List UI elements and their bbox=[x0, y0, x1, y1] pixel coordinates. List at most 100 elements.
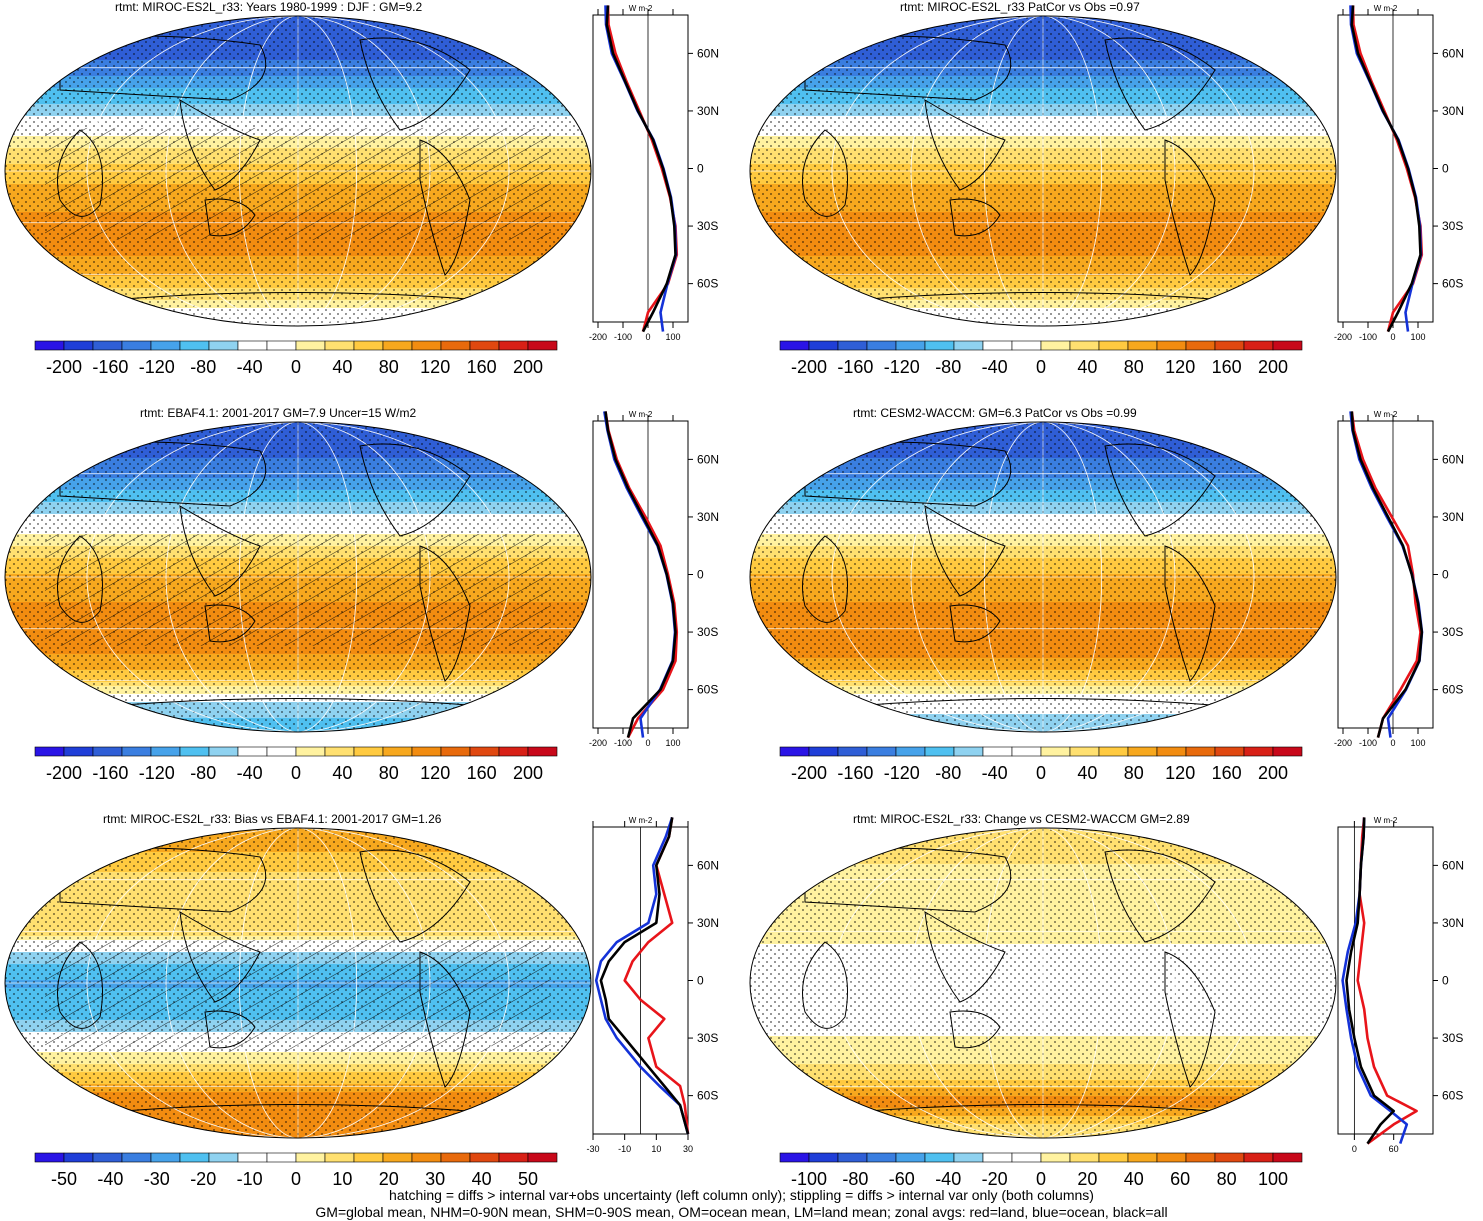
coastline bbox=[179, 505, 261, 597]
colorbar-tick-label: 120 bbox=[1165, 763, 1195, 783]
colorbar-swatch bbox=[1243, 746, 1274, 757]
coastline bbox=[359, 37, 471, 131]
colorbar-swatch bbox=[208, 746, 239, 757]
colorbar-swatch bbox=[150, 340, 181, 351]
colorbar-swatch bbox=[1011, 746, 1042, 757]
profile-x-label: 0 bbox=[645, 738, 650, 748]
colorbar-swatch bbox=[469, 746, 500, 757]
colorbar-swatch bbox=[1127, 746, 1158, 757]
colorbar-tick-label: 200 bbox=[1258, 357, 1288, 377]
colorbar-swatch bbox=[1098, 340, 1129, 351]
land-zonal-line bbox=[1356, 817, 1418, 1145]
colorbar: -100 -80 -60 -40 -20 0 20 40 60 80 100 bbox=[779, 1152, 1303, 1189]
coastline bbox=[109, 698, 481, 707]
colorbar-tick-label: 80 bbox=[379, 763, 399, 783]
profile-lat-label: 0 bbox=[1442, 568, 1449, 582]
colorbar-swatch bbox=[1272, 1152, 1303, 1163]
coastline bbox=[359, 443, 471, 537]
colorbar-swatch bbox=[1272, 746, 1303, 757]
colorbar-tick-label: -160 bbox=[92, 357, 128, 377]
colorbar-swatch bbox=[266, 340, 297, 351]
profile-frame bbox=[592, 420, 689, 729]
panel-title: rtmt: CESM2-WACCM: GM=6.3 PatCor vs Obs … bbox=[853, 406, 1137, 420]
colorbar-tick-label: 80 bbox=[1217, 1169, 1237, 1189]
colorbar-tick-label: 80 bbox=[379, 357, 399, 377]
colorbar-tick-label: -160 bbox=[837, 763, 873, 783]
colorbar-swatch bbox=[953, 340, 984, 351]
colorbar-swatch bbox=[411, 746, 442, 757]
colorbar-swatch bbox=[179, 340, 210, 351]
coastline bbox=[419, 951, 471, 1088]
colorbar-swatch bbox=[779, 1152, 810, 1163]
colorbar-tick-label: 50 bbox=[518, 1169, 538, 1189]
graticule-lon bbox=[86, 16, 510, 326]
zonal-profile: 60N 30N 0 30S 60S -200 -100 0 100 W m-2 bbox=[1334, 410, 1464, 748]
coastline bbox=[359, 849, 471, 943]
coastline bbox=[1164, 545, 1216, 682]
colorbar-swatch bbox=[1185, 1152, 1216, 1163]
graticule-lon bbox=[910, 422, 1176, 732]
colorbar-tick-label: 200 bbox=[513, 763, 543, 783]
coastline bbox=[1104, 37, 1216, 131]
colorbar-swatch bbox=[982, 340, 1013, 351]
colorbar-swatch bbox=[953, 746, 984, 757]
coastline bbox=[1104, 443, 1216, 537]
colorbar-swatch bbox=[121, 340, 152, 351]
ocean-zonal-line bbox=[594, 816, 690, 1135]
profile-lat-label: 60N bbox=[697, 858, 719, 872]
coastline bbox=[109, 292, 481, 301]
colorbar-tick-label: -40 bbox=[237, 763, 263, 783]
colorbar-swatch bbox=[208, 1152, 239, 1163]
footnote-line-2: GM=global mean, NHM=0-90N mean, SHM=0-90… bbox=[315, 1204, 1168, 1220]
colorbar-swatch bbox=[924, 1152, 955, 1163]
colorbar-tick-label: -200 bbox=[46, 763, 82, 783]
profile-lat-label: 0 bbox=[1442, 162, 1449, 176]
coastline bbox=[924, 505, 1006, 597]
land-zonal-line bbox=[623, 817, 690, 1135]
colorbar-swatch bbox=[34, 746, 65, 757]
colorbar-swatch bbox=[1156, 340, 1187, 351]
colorbar-tick-label: 40 bbox=[1124, 1169, 1144, 1189]
colorbar-swatch bbox=[440, 746, 471, 757]
colorbar-swatch bbox=[382, 340, 413, 351]
profile-x-label: -10 bbox=[618, 1144, 631, 1154]
colorbar-swatch bbox=[92, 340, 123, 351]
colorbar: -200 -160 -120 -80 -40 0 40 80 120 160 200 bbox=[34, 340, 558, 377]
profile-lat-label: 30S bbox=[1442, 219, 1463, 233]
colorbar-swatch bbox=[1098, 1152, 1129, 1163]
all-zonal-line bbox=[599, 817, 690, 1135]
colorbar-swatch bbox=[411, 1152, 442, 1163]
colorbar-swatch bbox=[34, 1152, 65, 1163]
profile-frame bbox=[1337, 420, 1434, 729]
colorbar-tick-label: -80 bbox=[190, 763, 216, 783]
colorbar-swatch bbox=[63, 1152, 94, 1163]
colorbar-swatch bbox=[779, 746, 810, 757]
colorbar-tick-label: -200 bbox=[791, 357, 827, 377]
colorbar-swatch bbox=[1040, 746, 1071, 757]
colorbar-swatch bbox=[953, 1152, 984, 1163]
graticule-lon bbox=[238, 422, 358, 732]
graticule-lon bbox=[165, 422, 431, 732]
colorbar-tick-label: 0 bbox=[1036, 763, 1046, 783]
profile-lat-label: 0 bbox=[697, 162, 704, 176]
colorbar-swatch bbox=[837, 1152, 868, 1163]
profile-x-label: -30 bbox=[586, 1144, 599, 1154]
panel-top-right: rtmt: MIROC-ES2L_r33 PatCor vs Obs =0.97… bbox=[745, 0, 1483, 400]
profile-unit-label: W m-2 bbox=[629, 4, 653, 13]
colorbar-tick-label: 200 bbox=[1258, 763, 1288, 783]
coastline bbox=[854, 698, 1226, 707]
colorbar-swatch bbox=[866, 1152, 897, 1163]
panel-graphic: 60N 30N 0 30S 60S -200 -100 0 100 W m-2 -200 -160 -1… bbox=[749, 410, 1464, 783]
colorbar-tick-label: 0 bbox=[1036, 357, 1046, 377]
panel-bottom-right: rtmt: MIROC-ES2L_r33: Change vs CESM2-WA… bbox=[745, 812, 1483, 1212]
colorbar-swatch bbox=[924, 340, 955, 351]
colorbar-swatch bbox=[1011, 1152, 1042, 1163]
all-zonal-line bbox=[605, 5, 677, 333]
profile-x-label: -100 bbox=[1359, 738, 1377, 748]
colorbar-tick-label: 30 bbox=[425, 1169, 445, 1189]
profile-lat-label: 60N bbox=[697, 452, 719, 466]
coastline bbox=[924, 911, 1006, 1003]
map-border bbox=[4, 827, 592, 1139]
profile-lat-label: 30S bbox=[1442, 625, 1463, 639]
panel-top-left: rtmt: MIROC-ES2L_r33: Years 1980-1999 : … bbox=[0, 0, 740, 400]
